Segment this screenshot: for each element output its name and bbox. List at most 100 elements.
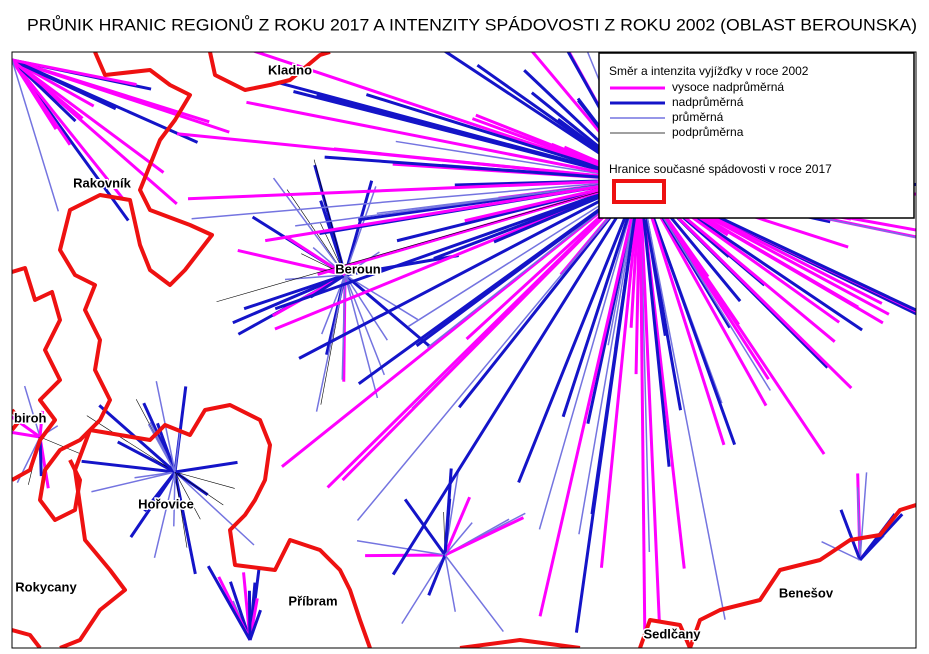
commute-line [91,471,176,493]
commute-line [344,274,419,321]
commute-line [493,195,602,244]
commute-line [433,182,630,260]
commute-line [247,590,252,641]
commute-line [356,217,609,521]
commute-line [278,81,610,174]
commute-line [173,471,197,575]
commute-line [645,212,726,620]
legend-item: vysoce nadprůměrná [672,80,784,94]
commute-line [590,208,638,515]
commute-line [839,509,862,561]
commute-line [667,202,836,343]
commute-line [356,540,446,556]
commute-line [12,415,41,439]
commute-line [444,522,473,556]
commute-line [538,185,640,530]
commute-line [634,201,642,375]
boundary [12,266,62,482]
commute-line [86,415,176,473]
boundary [38,52,214,522]
place-label: Kladno [268,62,312,77]
boundary [12,628,42,648]
legend-item: podprůměrna [672,125,744,139]
legend-item: průměrná [672,110,724,124]
commute-line [129,471,177,538]
commute-line [243,273,346,311]
commute-line [333,147,604,178]
commute-line [251,52,595,167]
commute-line [147,423,176,473]
commute-line [153,471,176,558]
commute-line [12,59,60,212]
commute-line [395,140,602,175]
commute-line [81,459,176,474]
commute-line [444,554,457,612]
boundary [638,618,692,648]
commute-line [174,471,188,548]
place-label: Sedlčany [643,626,701,641]
commute-line [538,218,633,617]
commute-line [517,201,633,483]
place-label: Rokycany [15,579,77,594]
commute-line [444,516,525,557]
commute-line [12,58,84,120]
commute-line [444,554,504,633]
commute-line [317,179,636,276]
commute-line [427,554,447,596]
commute-line [246,100,603,175]
commute-line [187,178,635,201]
boundaries [12,52,916,648]
commute-line [319,200,347,276]
commute-line [607,202,637,346]
commute-line [344,186,377,276]
commute-line [821,541,861,561]
commute-line [407,189,624,328]
legend-boundary-title: Hranice současné spádovosti v roce 2017 [609,162,832,176]
place-label: Příbram [288,593,337,608]
place-label: Hořovice [138,496,194,511]
commute-line [38,410,44,438]
boundary [12,408,22,432]
place-label: biroh [14,410,47,425]
commute-line [341,274,346,380]
commute-line [401,554,446,625]
commute-line [858,513,904,562]
commute-line [599,218,638,568]
commute-line [344,274,388,341]
map-frame [11,51,917,649]
boundary [89,403,372,648]
commute-line [578,224,634,535]
commute-line [173,471,176,527]
place-label: Benešov [779,585,834,600]
commute-line [659,212,771,391]
place-label: Rakovník [73,175,132,190]
commute-line [23,385,41,438]
commute-line [639,197,661,623]
commute-line [12,58,137,87]
commute-line [12,58,117,111]
commute-line [117,440,176,474]
legend: Směr a intenzita vyjížďky v roce 2002 vy… [598,52,915,219]
boundary [208,52,331,92]
boundary [459,638,581,648]
commute-line [427,206,606,349]
commute-line [284,274,346,281]
commute-line [391,180,641,576]
map-title: PRŮNIK HRANIC REGIONŮ Z ROKU 2017 A INTE… [27,15,917,34]
legend-boundary-swatch [612,179,666,204]
place-labels: Kladno Rakovník Beroun biroh Hořovice Ro… [13,61,836,643]
legend-item: nadprůměrná [672,95,744,109]
commute-line [191,181,613,220]
boundary [59,429,127,648]
commute-line [443,496,471,556]
commute-line [298,185,629,360]
commute-line [645,219,667,337]
commute-lines [12,52,916,641]
commute-line [344,274,379,399]
legend-box [598,52,915,219]
commute-line [646,204,726,446]
commute-line [313,159,346,276]
commute-line [561,197,636,418]
commute-line [232,273,346,325]
commute-line [647,195,768,407]
